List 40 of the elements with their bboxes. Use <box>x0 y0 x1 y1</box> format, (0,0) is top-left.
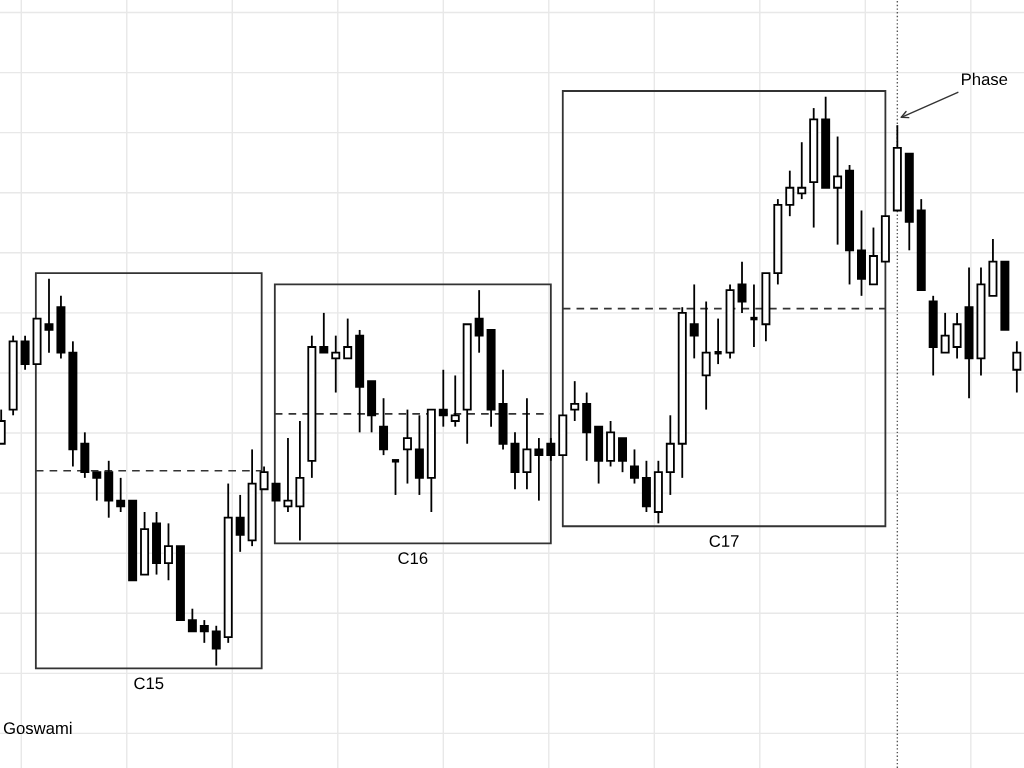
candlestick <box>187 607 197 633</box>
candlestick <box>319 311 329 354</box>
candlestick <box>92 471 102 502</box>
candlestick <box>833 135 843 246</box>
text: Phase <box>962 72 1008 86</box>
candlestick <box>259 465 269 491</box>
candlestick <box>785 169 795 218</box>
candlestick <box>235 494 245 553</box>
candlestick <box>522 397 532 491</box>
candlestick <box>44 277 54 354</box>
candlestick <box>283 437 293 513</box>
candlestick <box>199 619 209 644</box>
candlestick <box>570 380 580 422</box>
candlestick <box>546 437 556 462</box>
candlestick <box>689 283 699 360</box>
candlestick <box>1012 340 1022 394</box>
candlestick <box>450 374 460 428</box>
candlestick <box>940 311 950 354</box>
candlestick <box>438 368 448 428</box>
candlestick <box>116 476 126 513</box>
candlestick <box>343 317 353 360</box>
annotation: C16 <box>398 552 428 565</box>
candlestick <box>952 311 962 360</box>
candlestick <box>629 448 639 485</box>
candlestick <box>211 624 221 667</box>
candlestick <box>701 300 711 411</box>
candlestick <box>402 408 412 485</box>
candlestick <box>379 397 389 457</box>
candlestick <box>750 283 758 348</box>
candlestick <box>331 334 341 394</box>
annotation: C17 <box>709 535 739 547</box>
text: Goswami <box>3 721 72 735</box>
candlestick <box>474 289 484 354</box>
candlestick <box>534 437 544 502</box>
candlestick <box>390 459 401 496</box>
candlestick <box>20 334 30 371</box>
text: C15 <box>134 677 164 690</box>
candlestick <box>163 522 173 582</box>
candlestick <box>618 437 628 474</box>
candlestick <box>797 141 807 201</box>
